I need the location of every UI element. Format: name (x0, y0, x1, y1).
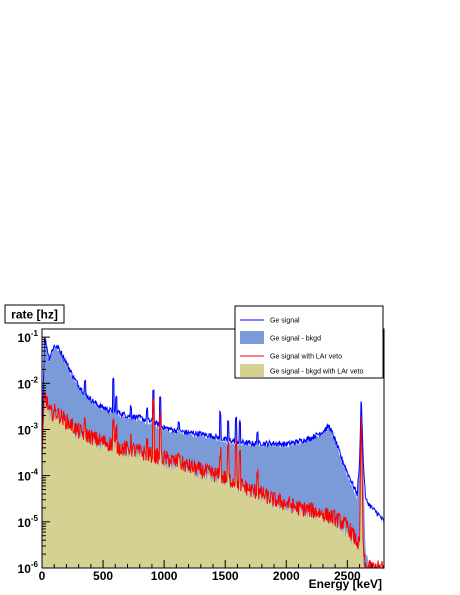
x-tick-label: 1500 (212, 569, 239, 583)
legend-entry-label: Ge signal - bkgd with LAr veto (270, 369, 363, 376)
series-ge-signal (41, 337, 385, 523)
x-tick-label: 1000 (151, 569, 178, 583)
y-tick-label: 10-4 (18, 468, 39, 484)
y-tick-label: 10-5 (18, 514, 39, 530)
y-tick-label: 10-6 (18, 560, 39, 576)
series-ge-signal-with-lar-veto (41, 389, 385, 570)
x-tick-label: 0 (39, 569, 46, 583)
legend-entry-label: Ge signal (270, 318, 300, 325)
x-axis-title: Energy [keV] (309, 577, 382, 591)
legend-entry-label: Ge signal with LAr veto (270, 354, 342, 361)
series-ge-signal-bkgd-with-lar-veto (42, 393, 384, 568)
x-tick-label: 500 (93, 569, 113, 583)
y-axis-label-box: rate [hz] (4, 304, 65, 324)
legend: Ge signal Ge signal - bkgd Ge signal with … (234, 305, 384, 379)
y-axis-label: rate [hz] (11, 308, 58, 322)
legend-swatch (240, 364, 264, 377)
y-tick-label: 10-2 (18, 375, 39, 391)
legend-entry-label: Ge signal - bkgd (270, 336, 321, 343)
y-tick-label: 10-3 (18, 421, 39, 437)
axis-layer: 0 500 1000 1500 2000 2500 10-1 10-2 10-3 10-4 10-5… (18, 329, 373, 583)
series-layer (41, 337, 385, 570)
y-tick-label: 10-1 (18, 329, 39, 345)
x-tick-label: 2000 (273, 569, 300, 583)
legend-swatch (240, 331, 264, 344)
x-tick-label: 2500 (334, 569, 361, 583)
